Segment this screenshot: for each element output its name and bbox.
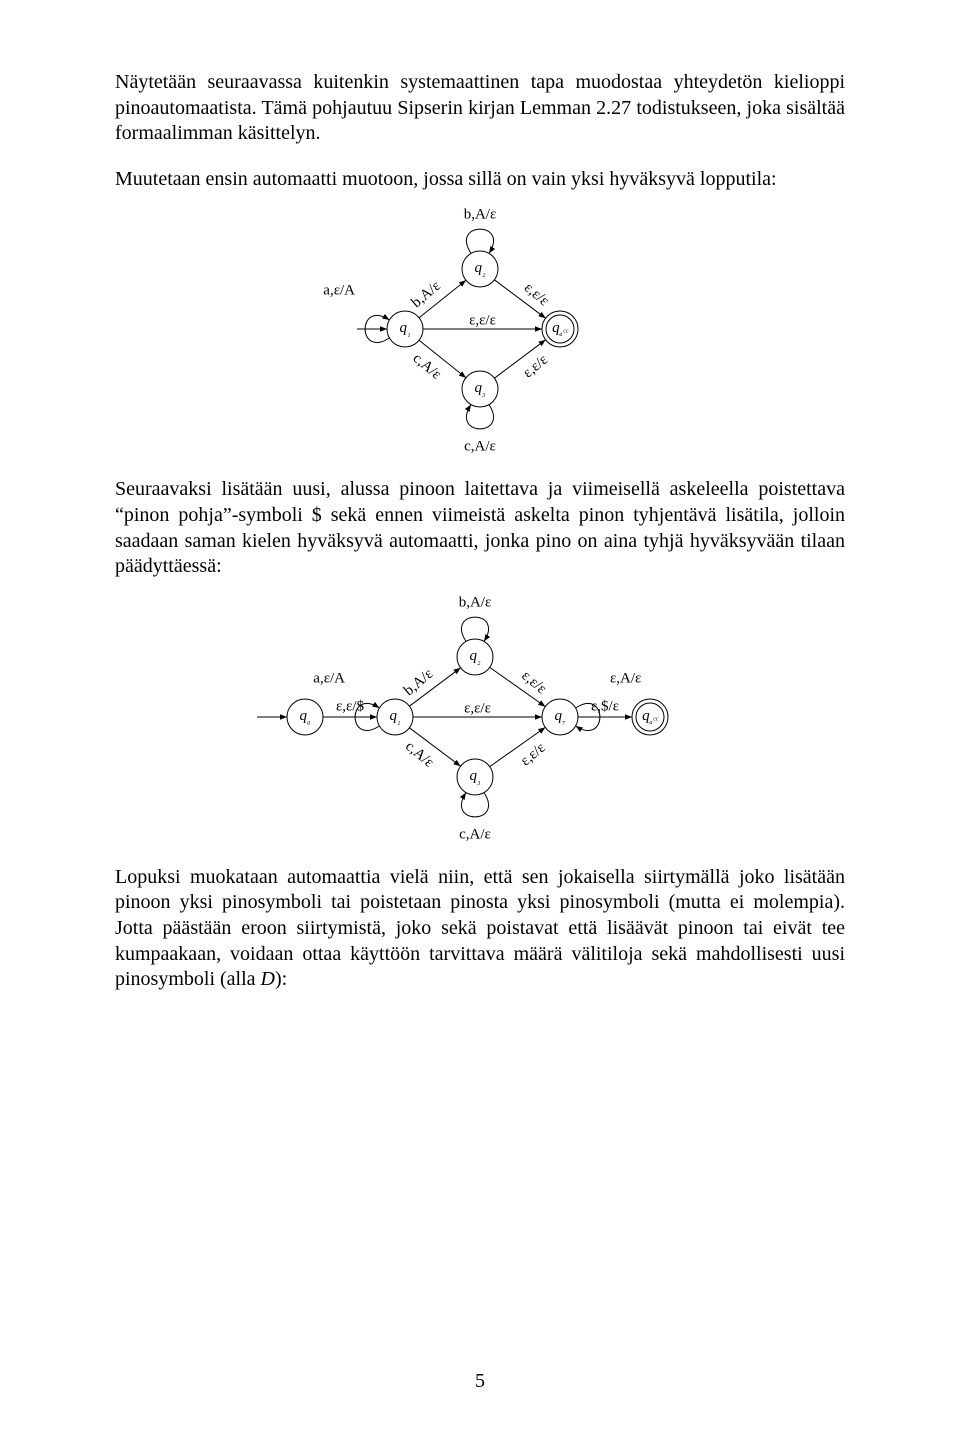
paragraph-2: Muutetaan ensin automaatti muotoon, joss… [115, 167, 845, 193]
paragraph-1: Näytetään seuraavassa kuitenkin systemaa… [115, 70, 845, 147]
diagram-2-container: ε,ε/$b,A/εc,A/εε,ε/εε,ε/εε,ε/εε,$/εb,A/ε… [115, 602, 845, 837]
svg-text:c,A/ε: c,A/ε [459, 826, 491, 842]
svg-text:ε,ε/$: ε,ε/$ [336, 698, 365, 714]
svg-text:ε,ε/ε: ε,ε/ε [518, 668, 549, 698]
svg-text:ε,ε/ε: ε,ε/ε [521, 280, 552, 310]
svg-text:a,ε/A: a,ε/A [313, 670, 345, 686]
svg-text:b,A/ε: b,A/ε [409, 278, 444, 311]
svg-text:c,A/ε: c,A/ε [464, 439, 496, 455]
svg-text:b,A/ε: b,A/ε [401, 666, 436, 699]
svg-text:c,A/ε: c,A/ε [410, 351, 445, 384]
svg-text:c,A/ε: c,A/ε [402, 738, 437, 771]
svg-text:ε,ε/ε: ε,ε/ε [518, 740, 549, 770]
automaton-diagram-1: b,A/εc,A/εε,ε/εε,ε/εε,ε/εb,A/εa,ε/Ac,A/ε… [350, 214, 610, 449]
svg-text:a,ε/A: a,ε/A [323, 283, 355, 299]
paragraph-3: Seuraavaksi lisätään uusi, alussa pinoon… [115, 477, 845, 579]
paragraph-4-italic-D: D [261, 968, 275, 990]
svg-text:b,A/ε: b,A/ε [464, 207, 497, 223]
page-number: 5 [0, 1370, 960, 1393]
svg-text:b,A/ε: b,A/ε [459, 594, 492, 610]
automaton-diagram-2: ε,ε/$b,A/εc,A/εε,ε/εε,ε/εε,ε/εε,$/εb,A/ε… [265, 602, 695, 837]
paragraph-4-tail: ): [275, 968, 287, 990]
paragraph-4: Lopuksi muokataan automaattia vielä niin… [115, 865, 845, 993]
svg-text:ε,ε/ε: ε,ε/ε [520, 352, 551, 382]
svg-text:ε,ε/ε: ε,ε/ε [464, 700, 491, 716]
paragraph-4-main: Lopuksi muokataan automaattia vielä niin… [115, 866, 845, 990]
diagram-1-container: b,A/εc,A/εε,ε/εε,ε/εε,ε/εb,A/εa,ε/Ac,A/ε… [115, 214, 845, 449]
svg-text:ε,A/ε: ε,A/ε [610, 670, 641, 686]
page: Näytetään seuraavassa kuitenkin systemaa… [0, 0, 960, 1438]
svg-text:ε,ε/ε: ε,ε/ε [469, 313, 496, 329]
